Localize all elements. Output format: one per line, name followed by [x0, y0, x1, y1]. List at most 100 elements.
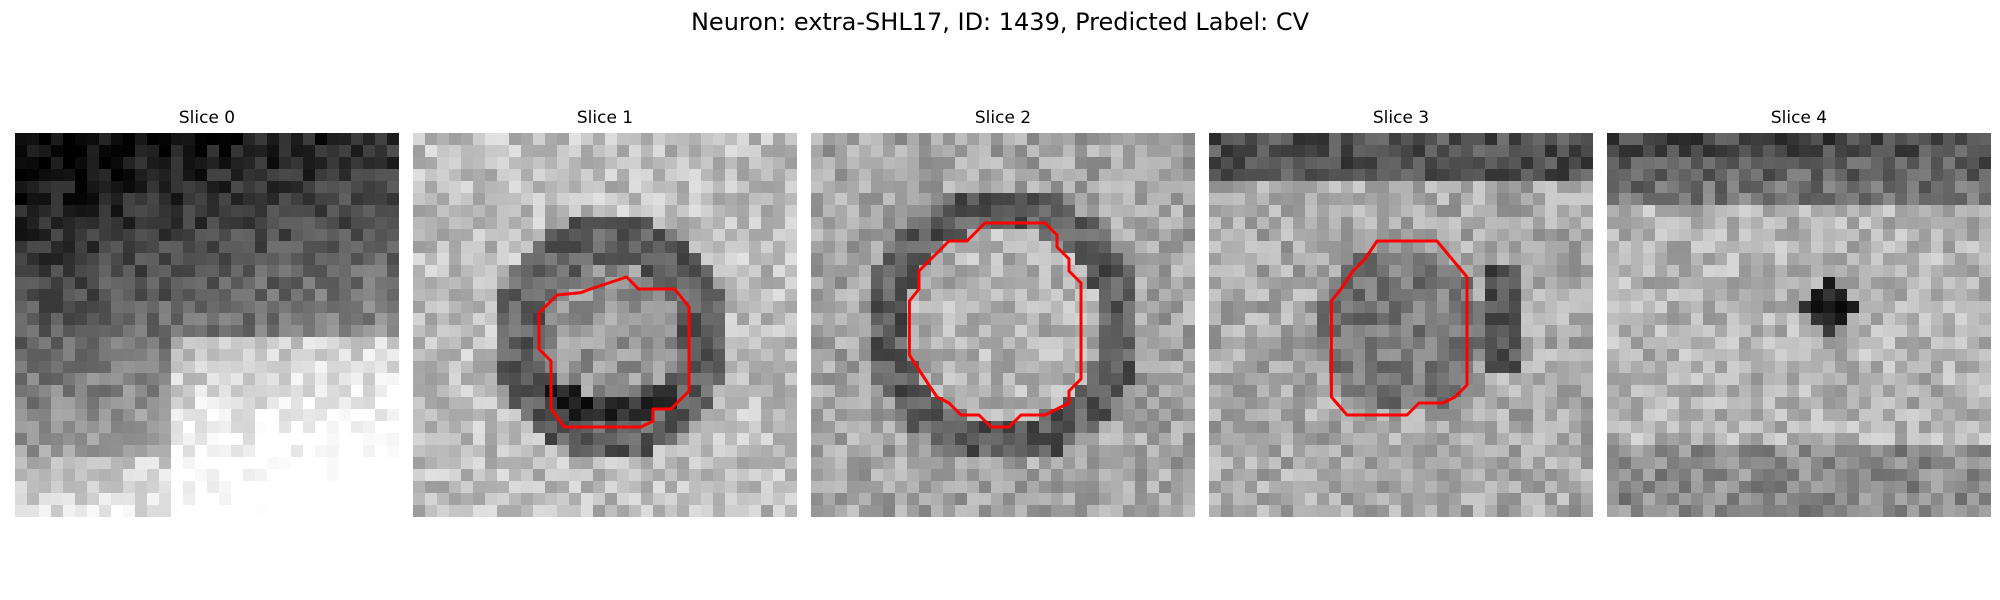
image-pixel [1497, 385, 1510, 398]
image-pixel [835, 217, 848, 230]
image-pixel [1967, 181, 1980, 194]
image-pixel [521, 325, 534, 338]
image-pixel [557, 337, 570, 350]
image-pixel [231, 265, 244, 278]
image-pixel [1293, 217, 1306, 230]
image-pixel [1209, 277, 1222, 290]
image-pixel [1883, 397, 1896, 410]
image-pixel [581, 445, 594, 458]
image-pixel [677, 457, 690, 470]
image-pixel [1509, 313, 1522, 326]
image-pixel [1461, 385, 1474, 398]
image-pixel [1293, 133, 1306, 146]
image-pixel [1667, 385, 1680, 398]
image-pixel [835, 421, 848, 434]
image-pixel [1015, 457, 1028, 470]
image-pixel [1979, 193, 1991, 206]
image-pixel [737, 133, 750, 146]
image-pixel [1631, 157, 1644, 170]
image-pixel [871, 385, 884, 398]
image-pixel [387, 505, 399, 517]
image-pixel [123, 409, 136, 422]
image-pixel [1269, 409, 1282, 422]
image-pixel [387, 409, 399, 422]
image-pixel [665, 265, 678, 278]
image-pixel [811, 409, 824, 422]
image-pixel [1233, 277, 1246, 290]
image-pixel [1437, 217, 1450, 230]
image-pixel [1437, 325, 1450, 338]
image-pixel [907, 373, 920, 386]
image-pixel [773, 493, 786, 506]
image-pixel [689, 169, 702, 182]
image-pixel [267, 385, 280, 398]
image-pixel [1619, 157, 1632, 170]
image-pixel [1521, 301, 1534, 314]
image-pixel [1703, 421, 1716, 434]
image-pixel [425, 229, 438, 242]
image-pixel [761, 277, 774, 290]
image-pixel [363, 493, 376, 506]
image-pixel [665, 469, 678, 482]
image-pixel [1305, 253, 1318, 266]
image-pixel [1703, 253, 1716, 266]
image-pixel [617, 457, 630, 470]
image-pixel [677, 145, 690, 158]
image-pixel [461, 157, 474, 170]
image-pixel [725, 241, 738, 254]
image-pixel [749, 205, 762, 218]
image-pixel [1317, 361, 1330, 374]
image-pixel [1497, 181, 1510, 194]
image-pixel [689, 181, 702, 194]
image-pixel [255, 145, 268, 158]
image-pixel [1569, 313, 1582, 326]
image-pixel [1569, 277, 1582, 290]
image-pixel [665, 481, 678, 494]
image-pixel [27, 301, 40, 314]
image-pixel [1401, 349, 1414, 362]
image-pixel [749, 325, 762, 338]
image-pixel [183, 169, 196, 182]
image-pixel [1353, 169, 1366, 182]
image-pixel [1919, 385, 1932, 398]
image-pixel [1075, 469, 1088, 482]
image-pixel [979, 385, 992, 398]
image-pixel [291, 337, 304, 350]
image-pixel [1039, 205, 1052, 218]
image-pixel [533, 409, 546, 422]
image-pixel [1545, 145, 1558, 158]
image-pixel [1087, 193, 1100, 206]
image-pixel [87, 385, 100, 398]
image-pixel [967, 133, 980, 146]
image-pixel [243, 349, 256, 362]
image-pixel [967, 505, 980, 517]
image-pixel [1955, 193, 1968, 206]
image-pixel [123, 217, 136, 230]
image-pixel [1233, 349, 1246, 362]
image-pixel [1209, 313, 1222, 326]
image-pixel [1257, 481, 1270, 494]
image-pixel [1799, 301, 1812, 314]
image-pixel [291, 277, 304, 290]
image-pixel [99, 313, 112, 326]
image-pixel [859, 409, 872, 422]
image-pixel [1341, 349, 1354, 362]
image-pixel [581, 361, 594, 374]
image-pixel [533, 445, 546, 458]
image-pixel [581, 481, 594, 494]
image-pixel [1135, 241, 1148, 254]
image-pixel [339, 133, 352, 146]
image-pixel [1871, 193, 1884, 206]
image-pixel [1269, 481, 1282, 494]
image-pixel [1931, 337, 1944, 350]
image-pixel [617, 181, 630, 194]
image-pixel [1485, 289, 1498, 302]
image-pixel [1389, 505, 1402, 517]
image-pixel [159, 193, 172, 206]
image-pixel [1209, 265, 1222, 278]
image-pixel [665, 289, 678, 302]
image-pixel [521, 337, 534, 350]
image-pixel [1293, 385, 1306, 398]
image-pixel [51, 361, 64, 374]
image-pixel [1365, 469, 1378, 482]
